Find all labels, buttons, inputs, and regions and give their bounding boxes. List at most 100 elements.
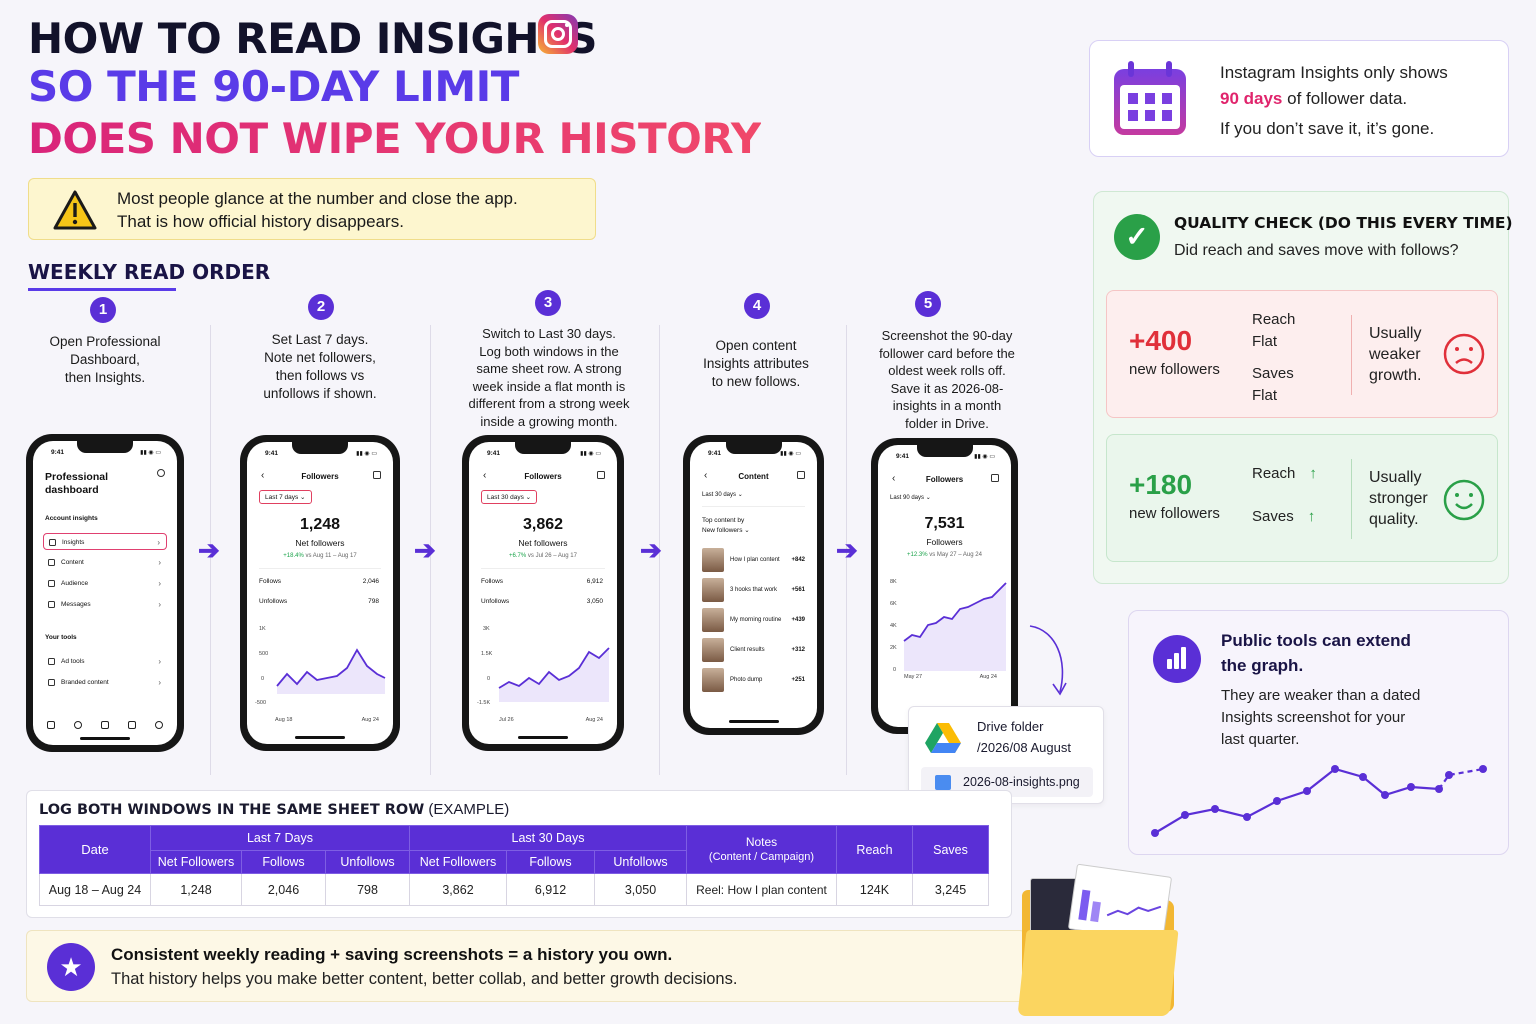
instagram-icon — [538, 14, 578, 54]
happy-face-icon — [1443, 479, 1485, 521]
net-followers-label: Net followers — [518, 538, 568, 548]
chevron-right-icon: › — [157, 538, 160, 547]
warning-icon — [53, 190, 97, 230]
insights-icon — [49, 539, 56, 546]
section-underline — [28, 288, 176, 291]
strong-quality-example: +180 new followers Reach ↑ Saves ↑ Usually… — [1106, 434, 1498, 562]
menu-messages[interactable]: Messages › — [43, 596, 167, 613]
kv-label: Follows — [481, 578, 504, 585]
title-line-2: SO THE 90-DAY LIMIT — [28, 62, 519, 111]
weak-growth-example: +400 new followers Reach Flat Saves Flat… — [1106, 290, 1498, 418]
menu-audience[interactable]: Audience › — [43, 575, 167, 592]
sub-net-followers: Net Followers — [150, 850, 242, 874]
calendar-icon[interactable] — [991, 474, 999, 482]
followers-line-chart — [903, 582, 1007, 671]
content-thumbnail — [702, 638, 724, 662]
menu-content[interactable]: Content › — [43, 554, 167, 571]
phone-dashboard: 9:41 ▮▮ ◉ ▭ Professional dashboard Accou… — [26, 434, 184, 752]
menu-insights[interactable]: Insights › — [43, 533, 167, 550]
saves-state: Flat — [1252, 387, 1278, 404]
followers-label: Followers — [926, 537, 963, 547]
col-date: Date — [39, 825, 151, 874]
arrow-right-icon: ➔ — [836, 535, 858, 565]
public-heading-2: the graph. — [1221, 656, 1304, 675]
phone-followers-30d: 9:41 ▮▮ ◉ ▭ ‹ Followers Last 30 days ⌄ 3… — [462, 435, 624, 751]
calendar-icon[interactable] — [373, 471, 381, 479]
kv-value: 6,912 — [586, 578, 603, 585]
calendar-icon[interactable] — [597, 471, 605, 479]
unfollows-row: Unfollows 3,050 — [481, 598, 603, 605]
check-icon: ✓ — [1114, 214, 1160, 260]
saves-row: Saves ↑ — [1252, 508, 1315, 525]
reels-icon[interactable] — [101, 721, 109, 729]
folder-icon — [1017, 930, 1179, 1016]
net-followers-value: 1,248 — [299, 516, 341, 533]
info-line-1: Instagram Insights only shows — [1220, 63, 1448, 82]
title-line-3: DOES NOT WIPE YOUR HISTORY — [28, 114, 761, 163]
drive-folder-label: Drive folder — [977, 719, 1044, 734]
shop-icon[interactable] — [128, 721, 136, 729]
menu-ad-tools[interactable]: Ad tools › — [43, 653, 167, 670]
notes-subheader: (Content / Campaign) — [708, 850, 815, 863]
content-row[interactable]: How I plan content +842 — [702, 548, 805, 572]
menu-label: Audience — [61, 580, 89, 587]
y-tick: 2K — [890, 645, 897, 651]
step-1-text: Open Professional Dashboard, then Insigh… — [49, 334, 161, 385]
back-icon[interactable]: ‹ — [483, 470, 487, 481]
good-verdict: Usually stronger quality. — [1369, 469, 1428, 528]
content-row[interactable]: 3 hooks that work +561 — [702, 578, 805, 602]
status-time: 9:41 — [265, 450, 279, 457]
content-icon — [48, 559, 55, 566]
sub-follows: Follows — [506, 850, 595, 874]
status-time: 9:41 — [896, 453, 910, 460]
footer-line-1: Consistent weekly reading + saving scree… — [111, 945, 673, 964]
title-line-1: HOW TO READ INSIGHTS — [28, 14, 597, 63]
profile-icon[interactable] — [155, 721, 163, 729]
content-title: Client results — [730, 647, 765, 653]
content-value: +312 — [791, 647, 805, 653]
search-icon[interactable] — [74, 721, 82, 729]
table-title-rest: (EXAMPLE) — [424, 801, 510, 818]
home-icon[interactable] — [47, 721, 55, 729]
menu-branded-content[interactable]: Branded content › — [43, 674, 167, 691]
bottom-nav — [47, 721, 163, 731]
content-thumbnail — [702, 668, 724, 692]
date-range-selector[interactable]: Last 30 days ⌄ — [702, 492, 743, 498]
content-row[interactable]: Photo dump +251 — [702, 668, 805, 692]
saves-label: Saves — [1252, 508, 1294, 525]
x-tick-end: Aug 24 — [585, 717, 603, 723]
net-followers-value: 3,862 — [522, 516, 564, 533]
sub-unfollows: Unfollows — [594, 850, 687, 874]
cell: 798 — [325, 873, 410, 906]
date-range-selector[interactable]: Last 90 days ⌄ — [890, 495, 931, 501]
phone-content: 9:41 ▮▮ ◉ ▭ ‹ Content Last 30 days ⌄ Top… — [683, 435, 824, 735]
settings-icon[interactable] — [157, 469, 165, 477]
y-tick: 1K — [259, 626, 266, 632]
arrow-up-icon: ↑ — [1309, 465, 1317, 482]
followers-line-chart — [276, 648, 386, 694]
sad-face-icon — [1443, 333, 1485, 375]
date-range-pill[interactable]: Last 30 days ⌄ — [481, 490, 538, 504]
content-row[interactable]: My morning routine +439 — [702, 608, 805, 632]
y-tick: 0 — [261, 676, 265, 682]
cell: 6,912 — [506, 873, 595, 906]
public-body-3: last quarter. — [1221, 731, 1300, 748]
content-value: +251 — [791, 677, 805, 683]
content-row[interactable]: Client results +312 — [702, 638, 805, 662]
content-sort[interactable]: Top content by New followers ⌄ — [702, 517, 750, 534]
step-2-number: 2 — [308, 294, 334, 320]
cell: 3,862 — [409, 873, 507, 906]
arrow-right-icon: ➔ — [198, 535, 220, 565]
content-title: Photo dump — [730, 677, 763, 683]
back-icon[interactable]: ‹ — [892, 473, 896, 484]
back-icon[interactable]: ‹ — [704, 470, 708, 481]
content-value: +439 — [791, 617, 805, 623]
table-row: Aug 18 – Aug 24 1,248 2,046 798 3,862 6,… — [39, 873, 989, 906]
date-range-pill[interactable]: Last 7 days ⌄ — [259, 490, 312, 504]
back-icon[interactable]: ‹ — [261, 470, 265, 481]
content-thumbnail — [702, 548, 724, 572]
good-follow-label: new followers — [1129, 505, 1220, 522]
calendar-icon[interactable] — [797, 471, 805, 479]
your-tools-heading: Your tools — [45, 634, 77, 641]
col-saves: Saves — [912, 825, 989, 874]
